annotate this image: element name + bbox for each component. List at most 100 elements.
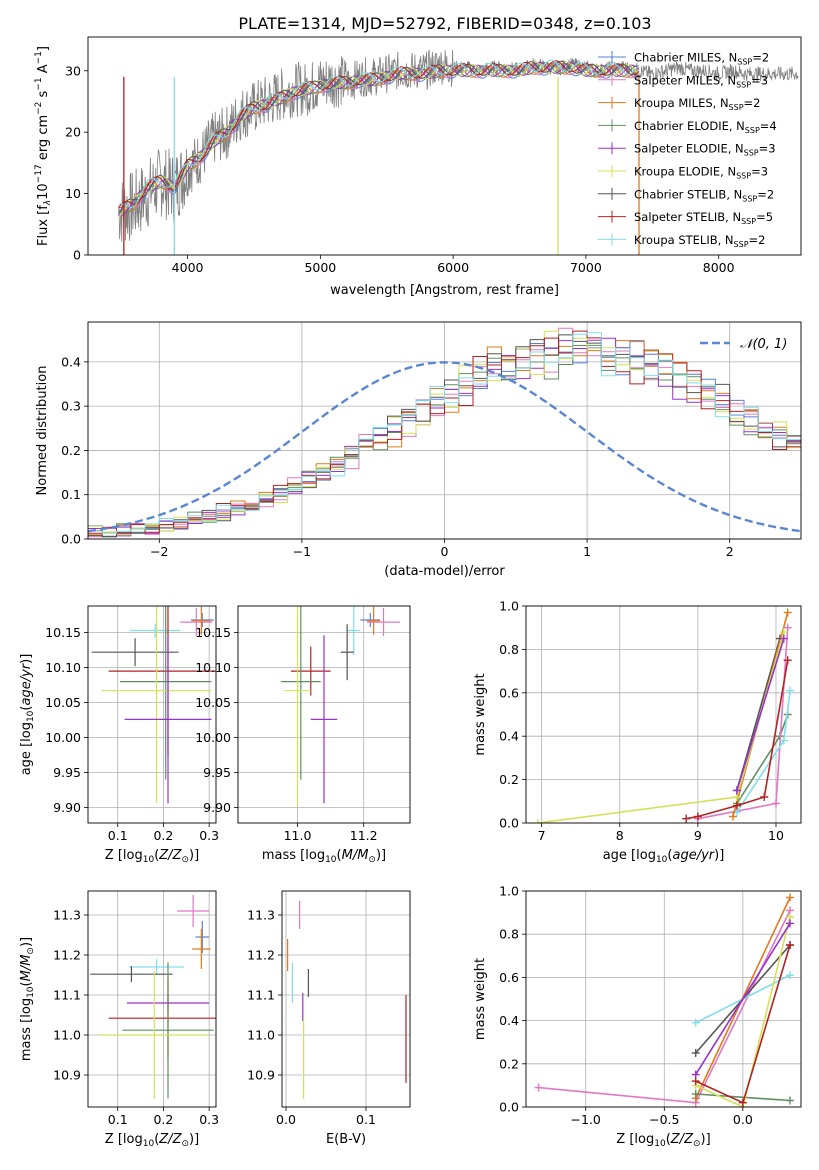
y-axis-label: Normed distribution [35, 366, 50, 496]
x-tick-label: 4000 [172, 260, 204, 275]
x-tick-label: 0.1 [108, 828, 128, 843]
x-axis-label: mass [log10(M/M⊙)] [262, 848, 386, 865]
y-tick-label: 0 [73, 248, 81, 263]
y-axis-label: mass weight [473, 673, 488, 755]
y-axis-label: Flux [fλ10−17 erg cm−2 s−1 A−1] [34, 46, 53, 246]
x-tick-label: 8 [616, 828, 624, 843]
y-tick-label: 0.0 [499, 1100, 519, 1115]
axes-mass_vs_Z: 0.1 0.2 0.3 10.9 11.0 11.1 11.2 11.3 Z [log10(Z/… [19, 890, 219, 1149]
plot-area [534, 893, 794, 1107]
plot-area [118, 49, 799, 255]
x-tick-label: 0.1 [356, 1112, 376, 1127]
histogram-kroupa_stelib [88, 332, 801, 534]
y-tick-label: 20 [65, 125, 81, 140]
axes-age_vs_Z: 0.1 0.2 0.3 9.90 9.95 10.00 10.05 10.10 10.15 Z [… [19, 605, 219, 865]
axes-frame [87, 36, 802, 256]
y-tick-label: 11.3 [53, 908, 81, 923]
figure-title: PLATE=1314, MJD=52792, FIBERID=0348, z=0… [238, 14, 651, 33]
y-tick-label: 11.3 [247, 908, 275, 923]
legend-label: Chabrier ELODIE, NSSP=4 [634, 119, 777, 135]
axes-mass_weight_vs_Z: −1.0 −0.5 0.0 0.0 0.2 0.4 0.6 0.8 1.0 Z [log10(Z/… [473, 884, 802, 1149]
y-axis-label: age [log10(age/yr)] [19, 654, 36, 776]
legend-label: Kroupa ELODIE, NSSP=3 [634, 165, 768, 181]
y-tick-label: 10.10 [45, 660, 81, 675]
x-tick-label: 11.0 [284, 828, 312, 843]
y-tick-label: 10.05 [45, 695, 81, 710]
series-kroupa_elodie [695, 916, 791, 1107]
legend-label: Salpeter MILES, NSSP=3 [634, 73, 768, 89]
y-tick-label: 11.2 [247, 948, 275, 963]
x-tick-label: −1.0 [571, 1112, 601, 1127]
observed-spectrum-line [118, 49, 799, 242]
x-tick-label: 0.1 [108, 1112, 128, 1127]
y-tick-label: 0.3 [61, 399, 81, 414]
y-tick-label: 10.00 [45, 730, 81, 745]
y-tick-label: 9.90 [53, 800, 81, 815]
plot-area [91, 606, 216, 804]
axes-residuals: −2 −1 0 1 2 0.0 0.1 0.2 0.3 0.4 (data-model)/error… [35, 321, 802, 579]
y-axis-label: mass [log10(M/M⊙)] [19, 937, 36, 1061]
y-tick-label: 1.0 [499, 599, 519, 614]
x-tick-label: 0 [441, 544, 449, 559]
legend-label: Chabrier MILES, NSSP=2 [634, 51, 769, 67]
y-tick-label: 0.8 [499, 927, 519, 942]
x-tick-label: 8000 [703, 260, 735, 275]
plot-area [533, 608, 795, 823]
plot-area [281, 606, 401, 807]
y-tick-label: 10.9 [247, 1068, 275, 1083]
x-tick-label: 9 [694, 828, 702, 843]
axes-frame [281, 890, 411, 1108]
x-tick-label: −1 [293, 544, 311, 559]
plot-area [88, 327, 801, 538]
y-tick-label: 9.95 [203, 765, 231, 780]
y-tick-label: 9.95 [53, 765, 81, 780]
plot-area [287, 901, 407, 1099]
model-spectrum-salpeter_stelib [118, 60, 640, 209]
normal-legend-label: 𝒩(0, 1) [740, 337, 787, 352]
x-tick-label: 0.3 [199, 828, 219, 843]
x-tick-label: 2 [726, 544, 734, 559]
spectrum-legend: Chabrier MILES, NSSP=2 Salpeter MILES, NS… [598, 51, 777, 249]
y-tick-label: 0.4 [61, 354, 81, 369]
x-tick-label: 0.0 [733, 1112, 753, 1127]
y-tick-label: 0.2 [61, 443, 81, 458]
axes-frame [87, 605, 217, 824]
y-tick-label: 0.4 [499, 1013, 519, 1028]
y-tick-label: 0.2 [499, 1056, 519, 1071]
x-tick-label: −2 [150, 544, 168, 559]
y-tick-label: 11.2 [53, 948, 81, 963]
y-tick-label: 0.0 [61, 532, 81, 547]
y-tick-label: 10.00 [195, 730, 231, 745]
x-tick-label: 7000 [570, 260, 602, 275]
axes-frame [237, 605, 411, 824]
x-tick-label: 10 [768, 828, 784, 843]
y-tick-label: 9.90 [203, 800, 231, 815]
legend-label: Kroupa STELIB, NSSP=2 [634, 233, 765, 249]
y-tick-label: 11.0 [53, 1028, 81, 1043]
x-tick-label: 0.3 [199, 1112, 219, 1127]
y-tick-label: 0.0 [499, 816, 519, 831]
y-tick-label: 11.1 [247, 988, 275, 1003]
y-tick-label: 0.4 [499, 729, 519, 744]
normal-curve [88, 361, 801, 533]
y-tick-label: 10.15 [195, 625, 231, 640]
y-axis-label: mass weight [473, 958, 488, 1040]
axes-mass_weight_vs_age: 7 8 9 10 0.0 0.2 0.4 0.6 0.8 1.0 age [log10(age/yr… [473, 599, 802, 865]
x-tick-label: 7 [538, 828, 546, 843]
axes-mass_vs_EBV: 0.0 0.1 10.9 11.0 11.1 11.2 11.3 E(B-V) [247, 890, 411, 1147]
axes-frame [525, 890, 802, 1108]
legend-label: Chabrier STELIB, NSSP=2 [634, 187, 774, 203]
x-axis-label: (data-model)/error [384, 564, 505, 579]
x-tick-label: 11.2 [350, 828, 378, 843]
y-tick-label: 0.6 [499, 685, 519, 700]
series-salpeter_elodie [695, 922, 791, 1076]
x-axis-label: wavelength [Angstrom, rest frame] [330, 283, 559, 298]
y-tick-label: 10 [65, 186, 81, 201]
model-spectrum-kroupa_stelib [118, 59, 640, 208]
x-axis-label: E(B-V) [326, 1132, 366, 1147]
legend-label: Salpeter STELIB, NSSP=5 [634, 210, 773, 226]
plot-area [90, 895, 216, 1099]
axes-age_vs_mass: 11.0 11.2 9.90 9.95 10.00 10.05 10.10 10.15 mass… [195, 605, 411, 865]
